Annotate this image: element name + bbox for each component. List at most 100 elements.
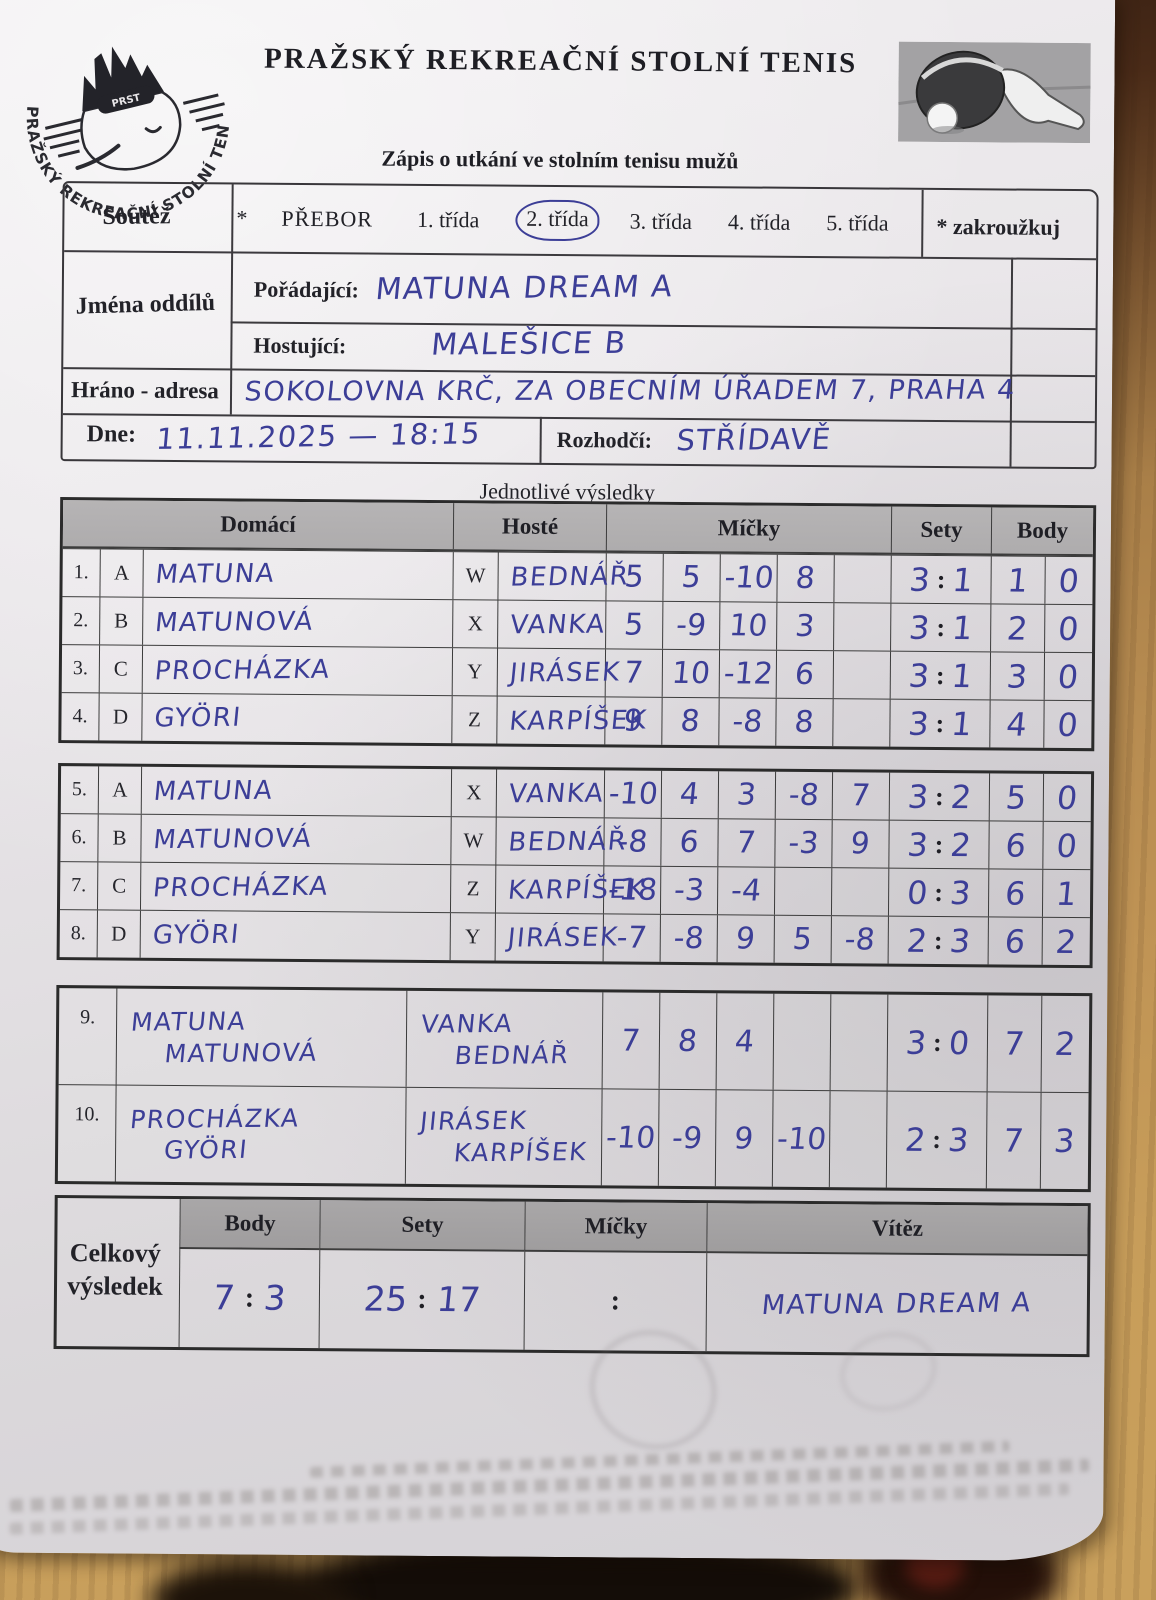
set-score: 7 bbox=[622, 655, 646, 691]
set-score: 5 bbox=[791, 921, 814, 957]
guest-player: VANKA bbox=[497, 600, 607, 649]
points-home: 3 bbox=[1005, 657, 1030, 696]
set-score: 8 bbox=[679, 703, 702, 740]
class-prebor: PŘEBOR bbox=[281, 205, 374, 232]
match-row-4: 4. D GYÖRI Z KARPÍŠEK 9 8 -8 8 3:1 4 0 bbox=[61, 692, 1092, 749]
set-score: -3 bbox=[786, 825, 821, 862]
total-sety: 25:17 bbox=[318, 1250, 525, 1350]
home-player: GYÖRI bbox=[141, 693, 452, 744]
venue-value: SOKOLOVNA KRČ, ZA OBECNÍM ÚŘADEM 7, PRAH… bbox=[243, 374, 1018, 408]
points-home: 4 bbox=[1004, 705, 1029, 744]
set-score: 7 bbox=[849, 778, 873, 814]
match-number: 9. bbox=[80, 1006, 96, 1029]
col-hoste: Hosté bbox=[452, 503, 607, 551]
set-score: -9 bbox=[674, 607, 708, 644]
set-score: -10 bbox=[604, 1119, 657, 1156]
class-3: 3. třída bbox=[629, 208, 693, 234]
home-letter: B bbox=[97, 814, 141, 862]
guest-letter: X bbox=[450, 769, 497, 817]
set-score: 5 bbox=[623, 607, 646, 643]
set-score: 9 bbox=[849, 826, 872, 862]
total-body: 7:3 bbox=[178, 1249, 320, 1349]
match-number: 1. bbox=[73, 561, 89, 584]
home-letter: A bbox=[97, 766, 142, 814]
set-score: -4 bbox=[729, 873, 763, 909]
class-1: 1. třída bbox=[416, 206, 480, 232]
match-row-5: 5. A MATUNA X VANKA -10 4 3 -8 7 3:2 5 0 bbox=[61, 766, 1092, 822]
sets-result: 3:1 bbox=[889, 699, 990, 748]
sum-col-sety: Sety bbox=[319, 1200, 525, 1252]
paddle-image bbox=[898, 41, 1091, 144]
home-player: PROCHÁZKA bbox=[139, 862, 451, 913]
set-score: 10 bbox=[670, 655, 712, 692]
page-title: PRAŽSKÝ REKREAČNÍ STOLNÍ TENIS bbox=[263, 42, 858, 80]
set-score: -3 bbox=[672, 872, 706, 909]
guest-letter: Z bbox=[451, 696, 497, 744]
set-score: -10 bbox=[722, 560, 775, 596]
home-team-label: Pořádající: bbox=[253, 276, 360, 303]
page-subtitle: Zápis o utkání ve stolním tenisu mužů bbox=[381, 145, 739, 174]
guest-team-value: MALEŠICE B bbox=[429, 325, 629, 363]
match-row-8: 8. D GYÖRI Y JIRÁSEK -7 -8 9 5 -8 2:3 6 … bbox=[59, 909, 1090, 966]
home-player: PROCHÁZKA bbox=[141, 645, 453, 696]
sets-result: 3:1 bbox=[890, 603, 991, 652]
set-score: 9 bbox=[622, 703, 645, 739]
set-score: 5 bbox=[623, 559, 646, 595]
sum-col-micky: Míčky bbox=[524, 1201, 707, 1254]
set-score: -8 bbox=[730, 704, 765, 740]
points-guest: 2 bbox=[1053, 1024, 1078, 1064]
set-score: -8 bbox=[787, 777, 821, 814]
match-number: 7. bbox=[71, 874, 87, 897]
home-player: MATUNA bbox=[140, 766, 452, 817]
divider bbox=[229, 184, 234, 415]
guest-letter: Y bbox=[449, 913, 495, 961]
set-score: -8 bbox=[843, 922, 877, 958]
competition-classes: * PŘEBOR 1. třída 2. třída 3. třída 4. t… bbox=[236, 184, 982, 257]
match-row-2: 2. B MATUNOVÁ X VANKA 5 -9 10 3 3:1 2 0 bbox=[62, 596, 1093, 653]
match-row-3: 3. C PROCHÁZKA Y JIRÁSEK 7 10 -12 6 3:1 … bbox=[61, 644, 1093, 701]
set-score: 8 bbox=[794, 560, 817, 596]
match-row-1: 1. A MATUNA W BEDNÁŘ 5 5 -10 8 3:1 1 0 bbox=[62, 548, 1093, 605]
star-mark: * bbox=[236, 204, 248, 231]
set-score: -10 bbox=[775, 1121, 828, 1157]
class-5: 5. třída bbox=[826, 209, 889, 236]
set-score: 7 bbox=[619, 1022, 643, 1059]
points-guest: 3 bbox=[1052, 1121, 1077, 1161]
guest-letter: W bbox=[452, 552, 498, 600]
points-home: 6 bbox=[1003, 874, 1028, 913]
match-row-9: 9. MATUNA MATUNOVÁ VANKA BEDNÁŘ 7 8 4 3:… bbox=[59, 988, 1090, 1093]
club-logo-icon: PRAŽSKÝ REKREAČNÍ STOLNÍ TENIS PRST bbox=[17, 3, 249, 240]
sets-result: 2:3 bbox=[887, 916, 988, 965]
set-score: 10 bbox=[727, 608, 769, 644]
home-letter: B bbox=[99, 597, 143, 645]
guest-player: KARPÍŠEK bbox=[496, 696, 649, 745]
match-row-6: 6. B MATUNOVÁ W BEDNÁŘ -8 6 7 -3 9 3:2 6… bbox=[60, 813, 1091, 870]
guest-letter: W bbox=[450, 817, 496, 865]
sum-col-body: Body bbox=[179, 1199, 320, 1251]
set-score: 4 bbox=[678, 776, 702, 813]
date-label: Dne: bbox=[86, 421, 137, 448]
summary-label: Celkový výsledek bbox=[67, 1238, 163, 1301]
sets-result: 3:1 bbox=[889, 651, 991, 700]
guest-pair: JIRÁSEK KARPÍŠEK bbox=[404, 1087, 602, 1186]
set-score: 9 bbox=[732, 1120, 756, 1157]
guest-letter: X bbox=[452, 600, 498, 648]
class-2-circled: 2. třída bbox=[515, 199, 600, 242]
set-score: 8 bbox=[793, 704, 816, 740]
set-score: 4 bbox=[733, 1023, 757, 1060]
points-home: 7 bbox=[1002, 1024, 1027, 1063]
sets-result: 3:2 bbox=[888, 772, 990, 821]
match-info-box: Soutěž * PŘEBOR 1. třída 2. třída 3. tří… bbox=[60, 181, 1099, 470]
divider bbox=[230, 321, 1096, 331]
points-guest: 0 bbox=[1055, 826, 1079, 865]
col-domaci: Domácí bbox=[220, 511, 296, 537]
home-player: MATUNA bbox=[142, 549, 453, 600]
set-score: 8 bbox=[676, 1023, 700, 1059]
results-table-1: Domácí Hosté Míčky Sety Body 1. A MATUNA… bbox=[58, 497, 1097, 752]
guest-player: BEDNÁŘ bbox=[495, 817, 629, 866]
match-row-7: 7. C PROCHÁZKA Z KARPÍŠEK -18 -3 -4 0:3 … bbox=[59, 861, 1091, 918]
set-score: -9 bbox=[670, 1120, 704, 1156]
set-score: -18 bbox=[605, 872, 659, 908]
guest-player: BEDNÁŘ bbox=[497, 552, 631, 601]
